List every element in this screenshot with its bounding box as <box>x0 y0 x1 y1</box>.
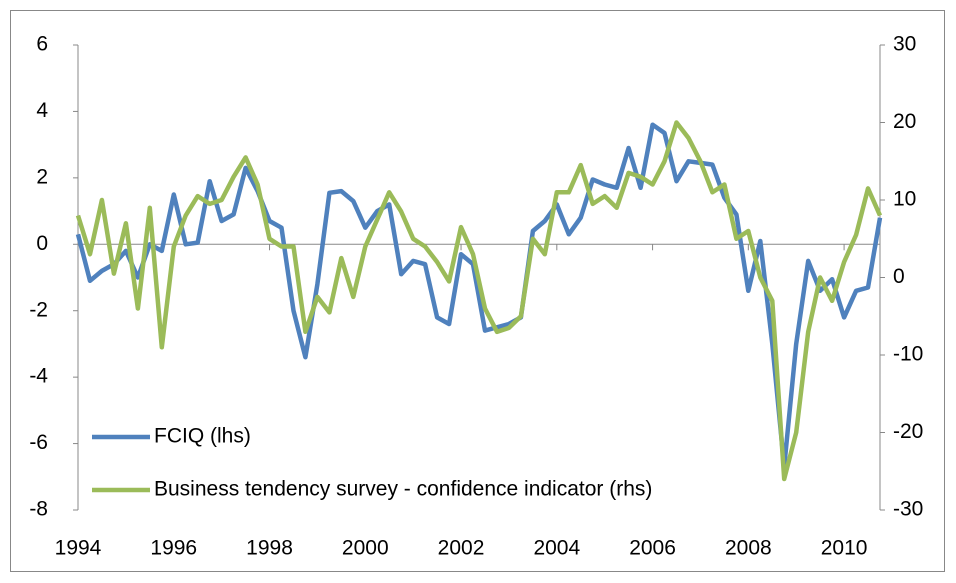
y-tick-label: -2 <box>29 298 48 321</box>
x-tick-label: 1998 <box>246 537 293 560</box>
series-line <box>75 122 883 470</box>
y-tick-label: 4 <box>36 99 48 122</box>
x-tick-label: 2006 <box>629 537 676 560</box>
legend-label: Business tendency survey - confidence in… <box>154 478 652 501</box>
x-tick-label: 2004 <box>533 537 580 560</box>
y-tick-label: -8 <box>29 498 48 521</box>
x-tick-label: 1996 <box>150 537 197 560</box>
x-tick-label: 2008 <box>725 537 772 560</box>
y-tick-label: -6 <box>29 431 48 454</box>
y2-tick-label: 30 <box>893 33 916 56</box>
y2-tick-label: -30 <box>893 498 923 521</box>
legend-label: FCIQ (lhs) <box>154 425 251 448</box>
y2-tick-label: 10 <box>893 188 916 211</box>
y2-tick-label: 20 <box>893 110 916 133</box>
x-tick-label: 1994 <box>55 537 102 560</box>
y-tick-label: 6 <box>36 33 48 56</box>
y2-tick-label: 0 <box>893 265 905 288</box>
series-line <box>75 120 883 482</box>
y-tick-label: 2 <box>36 165 48 188</box>
y2-tick-label: -20 <box>893 420 923 443</box>
x-tick-label: 2010 <box>821 537 868 560</box>
x-tick-label: 2002 <box>438 537 485 560</box>
y-tick-label: 0 <box>36 232 48 255</box>
y2-tick-label: -10 <box>893 343 923 366</box>
x-tick-label: 2000 <box>342 537 389 560</box>
y-tick-label: -4 <box>29 365 48 388</box>
